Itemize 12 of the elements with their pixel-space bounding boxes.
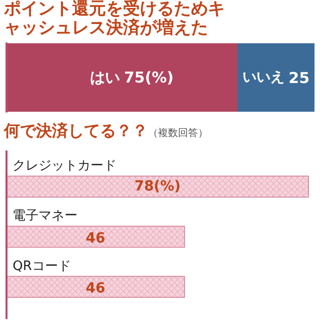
y-tick-label: 電子マネー xyxy=(12,208,78,224)
chart-subtitle: （複数回答） xyxy=(148,128,208,140)
data-label: 75(%) xyxy=(124,68,174,87)
data-label: 46 xyxy=(86,230,106,246)
y-tick-label: クレジットカード xyxy=(12,158,117,174)
data-label: 25 xyxy=(288,69,310,88)
data-label: 46 xyxy=(86,280,106,296)
data-label: 78(%) xyxy=(134,178,181,194)
chart-title: 何で決済してる？？ xyxy=(4,121,148,140)
y-tick-label: QRコード xyxy=(12,258,71,274)
series-label: いいえ xyxy=(242,70,284,86)
series-label: はい xyxy=(90,68,120,87)
